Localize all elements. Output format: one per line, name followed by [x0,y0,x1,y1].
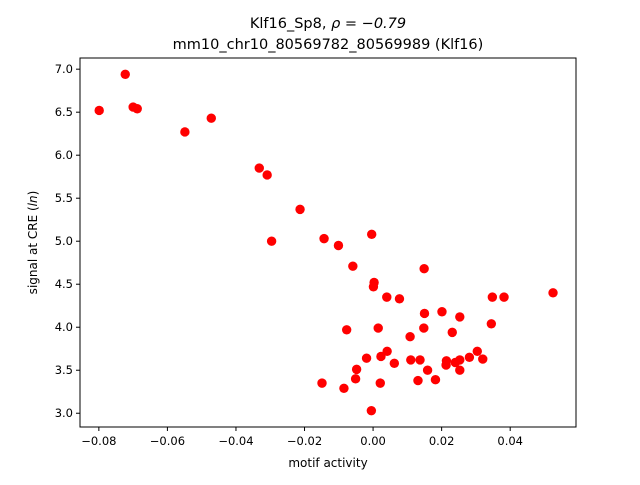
y-tick-label: 3.5 [55,363,73,377]
data-point [376,351,386,362]
x-tick-label: 0.00 [360,434,386,448]
data-point [262,170,272,180]
data-point [341,325,352,335]
data-point [405,331,415,342]
data-point [548,288,558,298]
data-point [487,292,498,302]
data-point [486,319,497,329]
data-point [430,374,441,385]
x-tick-label: 0.04 [497,434,523,448]
data-point [419,323,429,333]
data-point [120,69,130,80]
data-point [254,163,264,173]
data-point [266,236,277,246]
y-tick-label: 7.0 [55,62,73,76]
y-tick-label: 4.5 [55,277,73,291]
data-point [351,364,362,375]
y-tick-label: 5.5 [55,191,73,205]
data-point [419,308,430,319]
y-axis-label-unit: ln [26,195,40,206]
plot-frame [79,57,577,428]
y-tick-label: 3.0 [55,406,73,420]
data-point [206,113,216,123]
chart-title-correlation: ρ = −0.79 [331,16,406,32]
x-axis: −0.08 −0.06 −0.04 −0.02 0.00 0.02 0.04 [81,427,523,448]
y-tick-label: 6.0 [55,148,73,162]
data-point [367,229,377,240]
data-point [361,353,372,363]
data-point [339,383,349,393]
data-point [319,233,329,244]
data-point [478,354,488,364]
data-point [132,104,142,114]
x-axis-label: motif activity [288,456,367,470]
data-point [499,292,509,302]
x-tick-label: 0.02 [429,434,455,448]
data-point [368,282,379,292]
y-axis-label-suffix: ) [26,191,40,196]
y-tick-label: 4.0 [55,320,73,334]
data-point [389,358,400,369]
x-tick-label: −0.04 [218,434,253,448]
data-point [406,355,416,365]
data-point [348,261,358,271]
data-point [419,264,429,274]
data-point [382,346,392,357]
data-point [441,360,451,370]
data-point [180,127,190,137]
y-tick-label: 5.0 [55,234,73,248]
data-point [366,405,377,416]
chart-title-line-2: mm10_chr10_80569782_80569989 (Klf16) [173,37,484,53]
data-points [94,69,558,416]
y-axis-label: signal at CRE (ln) [26,191,40,295]
data-point [422,365,433,375]
data-point [333,240,344,251]
chart-title-prefix: Klf16_Sp8, [250,16,331,32]
data-point [455,355,465,365]
data-point [437,307,447,317]
data-point [295,204,305,215]
data-point [447,327,457,338]
data-point [350,374,361,384]
y-tick-label: 6.5 [55,105,73,119]
data-point [413,375,423,386]
data-point [382,292,392,302]
chart-title-line-1: Klf16_Sp8, ρ = −0.79 [250,16,406,32]
data-point [375,378,385,388]
x-tick-label: −0.06 [150,434,185,448]
data-point [373,323,383,333]
y-axis: 3.0 3.5 4.0 4.5 5.0 5.5 6.0 6.5 7.0 [55,62,80,420]
plot-area [79,57,577,428]
data-point [94,105,104,116]
data-point [317,378,327,388]
x-tick-label: −0.08 [81,434,116,448]
data-point [455,312,465,322]
data-point [394,294,405,304]
data-point [464,352,475,363]
x-tick-label: −0.02 [287,434,322,448]
data-point [415,355,425,365]
data-point [455,365,465,375]
data-point [472,346,482,357]
y-axis-label-prefix: signal at CRE ( [26,206,40,294]
